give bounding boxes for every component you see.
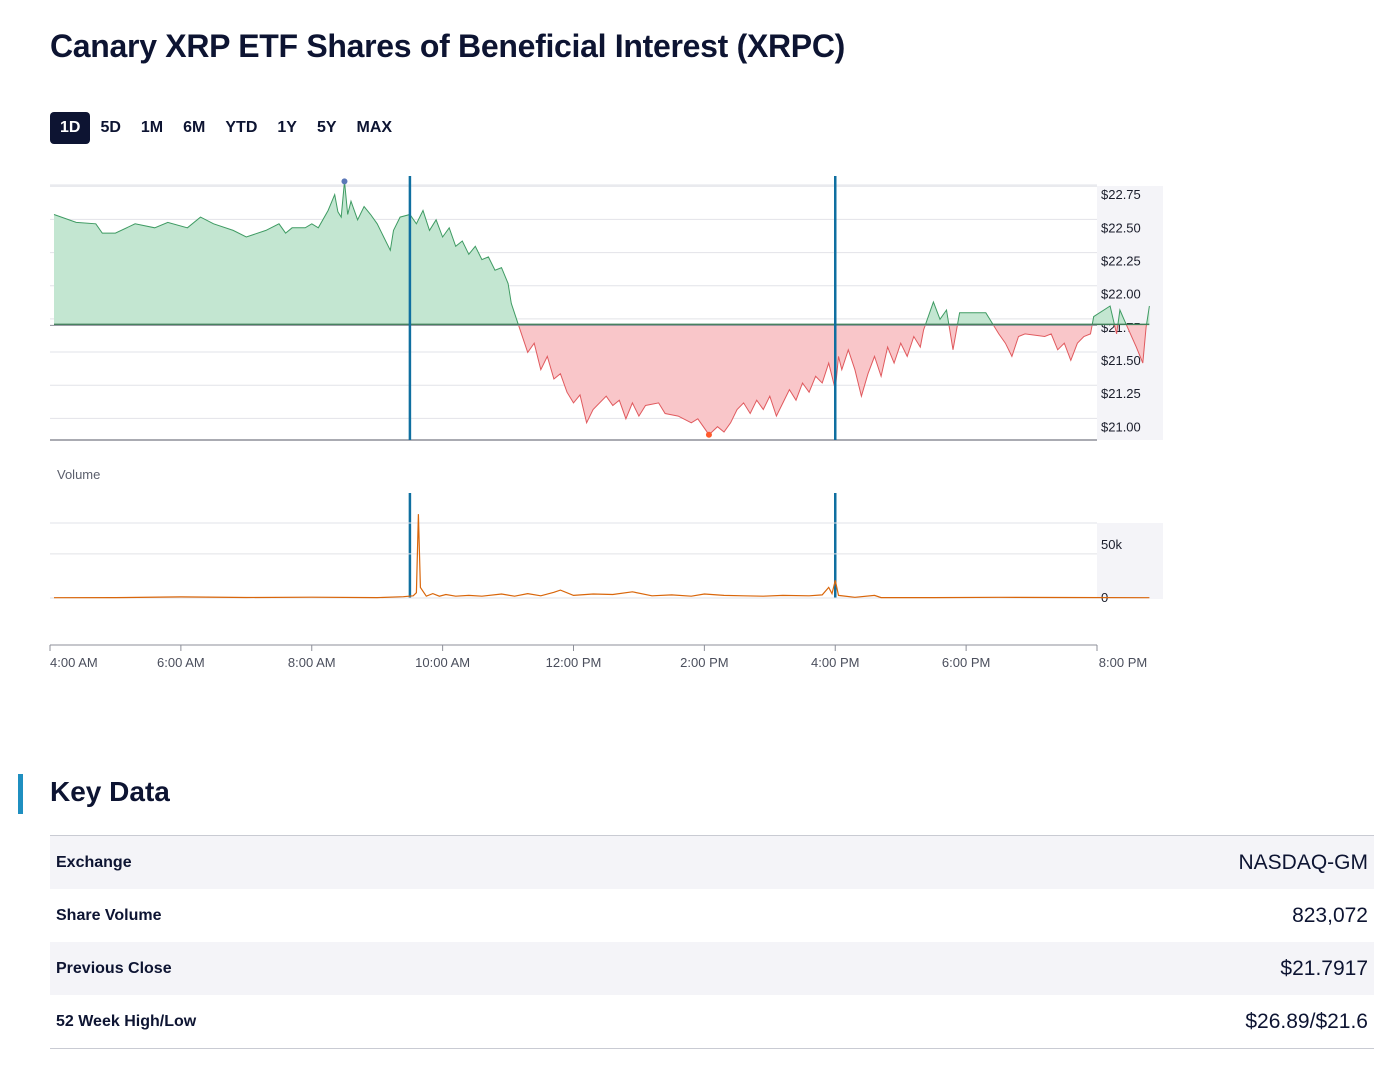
price-area-below-close [518, 324, 1147, 435]
price-tick-label: $21.50 [1101, 353, 1141, 368]
price-area-above-close [54, 181, 1150, 325]
tab-max[interactable]: MAX [356, 119, 393, 136]
price-tick-label: $22.00 [1101, 287, 1141, 302]
x-tick-label: 12:00 PM [546, 655, 602, 670]
x-axis: 4:00 AM 6:00 AM 8:00 AM 10:00 AM 12:00 PM 2:0… [49, 644, 1147, 670]
key-row-52-week-high-low: 52 Week High/Low $26.89/$21.6 [50, 995, 1374, 1048]
price-tick-label: $22.25 [1101, 254, 1141, 269]
key-value: 823,072 [1292, 903, 1368, 927]
page-title: Canary XRP ETF Shares of Beneficial Inte… [50, 28, 846, 64]
price-volume-chart[interactable]: $22.75$22.50$22.25$22.00$21.75$21.50$21.… [0, 160, 1400, 680]
key-label: 52 Week High/Low [56, 1012, 197, 1030]
x-tick-label: 8:00 PM [1099, 655, 1147, 670]
tab-1m[interactable]: 1M [140, 119, 164, 136]
volume-line [53, 514, 1150, 599]
price-line-above-close [53, 181, 1150, 325]
key-row-share-volume: Share Volume 823,072 [50, 889, 1374, 942]
x-tick-label: 10:00 AM [415, 655, 470, 670]
price-panel: $22.75$22.50$22.25$22.00$21.75$21.50$21.… [50, 176, 1163, 441]
key-value: NASDAQ-GM [1238, 850, 1368, 874]
key-label: Exchange [56, 853, 132, 871]
price-tick-label: $21.00 [1101, 419, 1141, 434]
tab-5d[interactable]: 5D [100, 119, 121, 136]
tab-ytd[interactable]: YTD [225, 119, 258, 136]
x-tick-label: 4:00 PM [811, 655, 859, 670]
key-value: $26.89/$21.6 [1245, 1009, 1368, 1033]
tab-1d[interactable]: 1D [50, 112, 91, 144]
key-value: $21.7917 [1280, 956, 1368, 980]
key-data-table: Exchange NASDAQ-GM Share Volume 823,072 … [50, 835, 1374, 1049]
volume-label: Volume [57, 467, 100, 482]
key-row-exchange: Exchange NASDAQ-GM [50, 836, 1374, 889]
volume-tick-label: 50k [1101, 537, 1122, 552]
price-line-below-close [517, 324, 1148, 436]
key-data-accent-bar [18, 774, 23, 814]
range-tabs: 1D 5D 1M 6M YTD 1Y 5Y MAX [50, 112, 402, 144]
x-tick-label: 2:00 PM [680, 655, 728, 670]
volume-axis-band [1097, 523, 1163, 599]
x-tick-label: 8:00 AM [288, 655, 336, 670]
price-tick-label: $21.25 [1101, 386, 1141, 401]
price-tick-label: $22.75 [1101, 187, 1141, 202]
tab-1y[interactable]: 1Y [277, 119, 297, 136]
key-label: Previous Close [56, 959, 172, 977]
key-row-previous-close: Previous Close $21.7917 [50, 942, 1374, 995]
key-label: Share Volume [56, 906, 162, 924]
x-tick-label: 6:00 AM [157, 655, 205, 670]
x-tick-label: 6:00 PM [942, 655, 990, 670]
tab-5y[interactable]: 5Y [316, 119, 337, 136]
tab-6m[interactable]: 6M [183, 119, 206, 136]
price-tick-label: $22.50 [1101, 220, 1141, 235]
day-high-marker [341, 178, 348, 185]
day-low-marker [705, 431, 712, 438]
key-data-title: Key Data [50, 776, 170, 807]
x-tick-label: 4:00 AM [50, 655, 98, 670]
